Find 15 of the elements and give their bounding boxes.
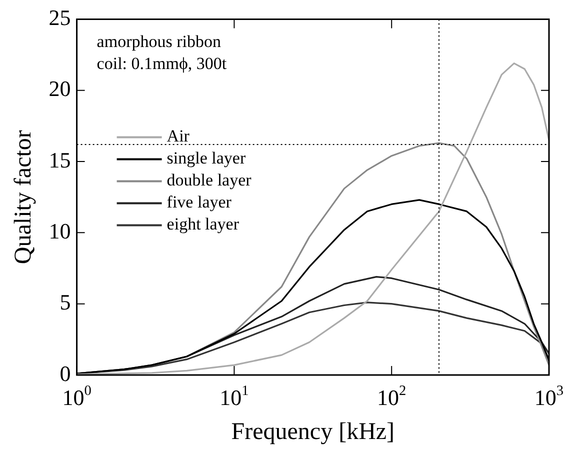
legend-label: five layer bbox=[166, 192, 232, 212]
y-axis-title: Quality factor bbox=[10, 130, 37, 264]
y-tick-label: 0 bbox=[60, 360, 71, 386]
annotation: amorphous ribbon bbox=[96, 32, 222, 52]
y-tick-label: 15 bbox=[48, 147, 71, 172]
legend-label: eight layer bbox=[166, 214, 240, 234]
legend-label: single layer bbox=[166, 148, 246, 168]
y-tick-label: 25 bbox=[48, 4, 71, 30]
y-tick-label: 20 bbox=[48, 76, 71, 102]
y-tick-label: 5 bbox=[60, 290, 71, 315]
y-tick-label: 10 bbox=[48, 218, 71, 244]
annotation: coil: 0.1mmϕ, 300t bbox=[96, 54, 227, 74]
x-axis-title: Frequency [kHz] bbox=[231, 418, 395, 445]
legend-label: double layer bbox=[166, 170, 252, 190]
legend-label: Air bbox=[166, 126, 190, 146]
